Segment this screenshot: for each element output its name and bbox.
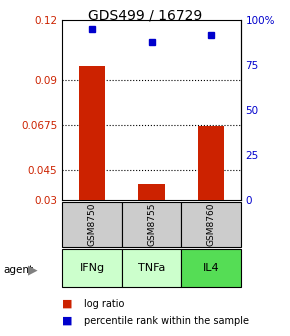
Bar [181,202,241,247]
Bar [62,202,122,247]
Text: GSM8750: GSM8750 [88,203,97,246]
Bar [122,249,181,287]
Text: IL4: IL4 [203,263,219,273]
Bar [138,184,165,200]
Text: ■: ■ [62,316,73,326]
Bar [181,249,241,287]
Text: GSM8760: GSM8760 [206,203,215,246]
Text: ■: ■ [62,299,73,309]
Text: IFNg: IFNg [79,263,105,273]
Text: log ratio: log ratio [84,299,124,309]
Text: percentile rank within the sample: percentile rank within the sample [84,316,249,326]
Text: agent: agent [3,265,33,275]
Text: GDS499 / 16729: GDS499 / 16729 [88,8,202,23]
Text: GSM8755: GSM8755 [147,203,156,246]
Bar [79,66,106,200]
Bar [197,126,224,200]
Text: TNFa: TNFa [138,263,165,273]
Bar [62,249,122,287]
Text: ▶: ▶ [28,263,37,276]
Bar [122,202,181,247]
